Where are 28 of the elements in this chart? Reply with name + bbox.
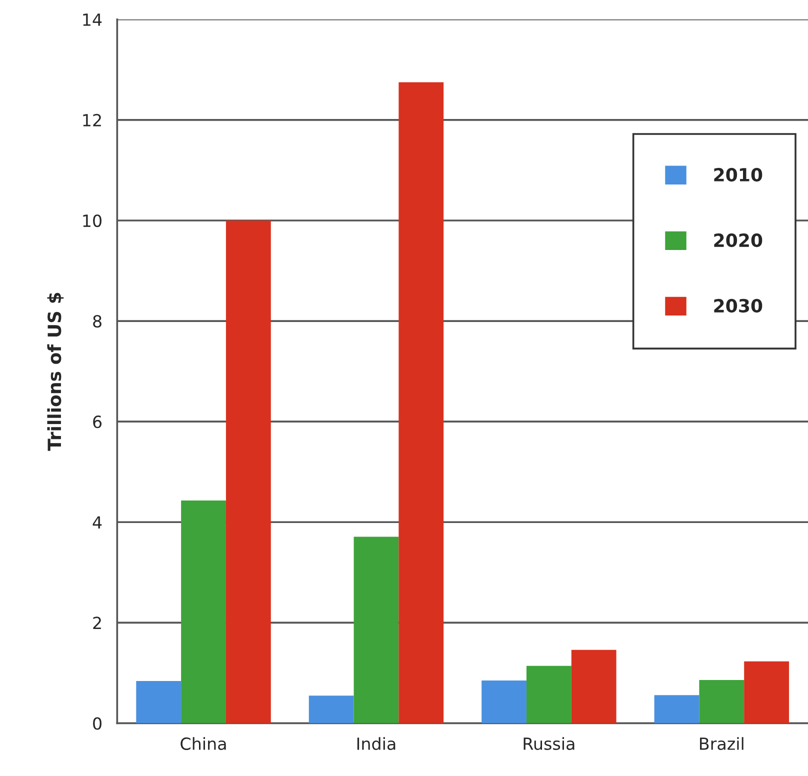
bar [699,680,744,724]
bar [744,661,789,724]
y-axis-title: Trillions of US $ [47,292,64,451]
legend-label: 2030 [714,298,762,313]
legend-label: 2010 [714,168,762,182]
y-tick-label: 4 [92,516,102,528]
bar [482,680,526,724]
y-tick-label: 2 [93,616,101,630]
bar [526,666,572,724]
y-tick-label: 0 [93,717,102,730]
bar [181,500,226,724]
y-tick-label: 8 [93,315,102,328]
x-tick-label: Brazil [700,737,744,750]
bar [308,696,354,724]
bar [654,695,700,724]
x-tick-label: India [357,737,396,750]
bar [354,536,399,724]
x-tick-label: China [180,737,226,750]
y-tick-label: 14 [83,14,102,26]
bar [226,220,271,724]
bar [398,82,444,724]
y-tick-label: 10 [83,214,102,228]
y-tick-label: 12 [83,114,101,126]
y-tick-label: 6 [93,416,102,428]
legend-label: 2020 [714,233,762,248]
x-tick-label: Russia [524,737,574,750]
bar [571,650,616,724]
bar [136,681,182,724]
